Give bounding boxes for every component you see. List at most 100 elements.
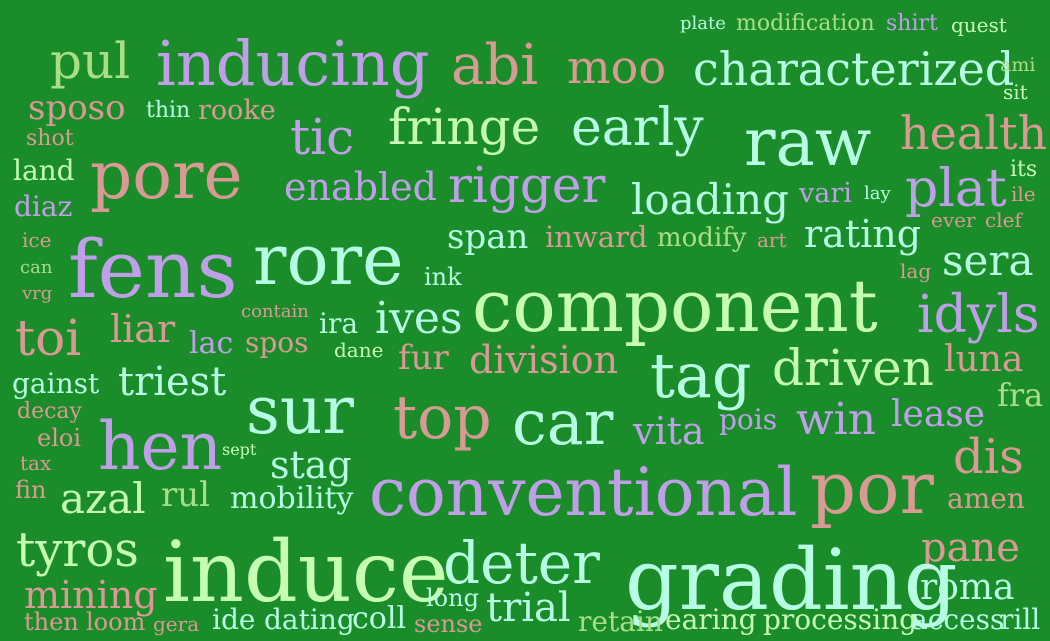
word: sense <box>414 610 483 638</box>
word: fra <box>997 376 1044 414</box>
word: loom <box>86 608 146 636</box>
word: its <box>1010 157 1038 182</box>
word: decay <box>17 399 82 424</box>
word: pore <box>90 137 243 214</box>
word: art <box>757 228 787 252</box>
word: car <box>512 386 614 459</box>
word: earing <box>665 603 757 636</box>
word: lay <box>864 183 891 204</box>
word: dating <box>264 603 355 636</box>
word: roma <box>920 567 1015 608</box>
word: amen <box>947 482 1025 515</box>
word: pois <box>719 403 778 436</box>
word: sit <box>1003 80 1028 104</box>
word: tyros <box>16 522 139 578</box>
word: tag <box>650 339 752 412</box>
word: shirt <box>886 11 938 36</box>
word: ice <box>22 228 52 252</box>
word: eloi <box>37 424 82 452</box>
word: land <box>13 154 75 187</box>
word: ink <box>424 263 462 291</box>
word: trial <box>486 585 571 631</box>
word: lag <box>900 259 932 283</box>
word: vrg <box>22 283 53 304</box>
word: clef <box>985 208 1022 232</box>
word: rating <box>804 212 922 256</box>
word: enabled <box>284 165 437 209</box>
word: lease <box>891 394 986 435</box>
word: quest <box>951 13 1007 37</box>
word: plate <box>680 13 726 34</box>
word: idyls <box>917 285 1040 345</box>
word: fin <box>15 476 47 504</box>
word: processing <box>763 603 918 636</box>
word: inducing <box>156 27 430 100</box>
word: liar <box>110 307 176 351</box>
word: retain <box>578 605 663 638</box>
word: top <box>393 383 492 453</box>
word: shot <box>26 126 74 151</box>
word: inward <box>545 220 648 254</box>
word: component <box>472 264 878 348</box>
word: sera <box>942 236 1034 285</box>
word: plat <box>905 159 1007 219</box>
word: pul <box>50 32 131 90</box>
word: induce <box>163 523 449 621</box>
word: dis <box>953 429 1024 485</box>
word: sur <box>246 372 354 449</box>
word: rigger <box>448 156 606 214</box>
word: tax <box>20 451 52 475</box>
word: grading <box>625 531 958 629</box>
word: access <box>911 603 1005 636</box>
word: conventional <box>369 454 798 531</box>
word: stag <box>270 443 352 487</box>
word: thin <box>146 98 191 123</box>
word: fens <box>68 223 238 316</box>
word: ives <box>375 293 463 344</box>
word: win <box>796 394 877 445</box>
word: tic <box>290 108 355 166</box>
word: dane <box>334 338 384 362</box>
word: modify <box>657 223 747 253</box>
word: gainst <box>12 367 100 400</box>
word: rooke <box>198 95 276 126</box>
word: pane <box>921 525 1020 571</box>
word: vari <box>799 178 852 209</box>
word: ide <box>212 603 256 636</box>
word: fringe <box>388 98 541 156</box>
word: ami <box>1000 54 1036 76</box>
word: can <box>20 257 53 278</box>
word: mining <box>24 573 158 617</box>
word: spos <box>245 326 309 359</box>
word: ile <box>1011 182 1036 206</box>
word: sept <box>222 440 257 459</box>
word: moo <box>567 40 667 94</box>
word: mobility <box>230 481 354 516</box>
word: span <box>447 217 529 257</box>
word: ever <box>931 208 976 232</box>
word: vita <box>633 409 705 453</box>
word: characterized <box>693 42 1015 96</box>
word: gera <box>153 612 200 636</box>
word: diaz <box>14 190 73 223</box>
word: modification <box>736 11 875 36</box>
word: por <box>810 446 934 530</box>
word: long <box>426 584 479 612</box>
word: ira <box>319 307 359 340</box>
word: azal <box>60 474 146 523</box>
word: hen <box>98 408 223 485</box>
word: toi <box>15 309 82 367</box>
word: coll <box>352 601 407 636</box>
word: rul <box>161 475 211 515</box>
word: deter <box>443 529 600 597</box>
word: loading <box>631 175 790 224</box>
word: driven <box>772 339 934 397</box>
word: luna <box>944 339 1024 380</box>
word: contain <box>241 301 309 322</box>
word: sposo <box>28 88 126 128</box>
word: triest <box>118 359 227 405</box>
word: fur <box>398 338 449 378</box>
word: division <box>469 338 619 382</box>
word: rore <box>253 219 404 301</box>
word: health <box>900 106 1048 160</box>
